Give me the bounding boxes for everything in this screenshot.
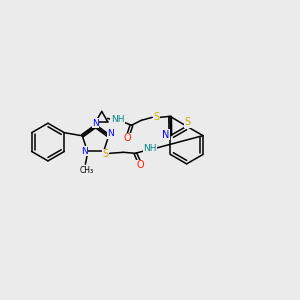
Text: O: O [136, 160, 144, 170]
Text: N: N [107, 129, 114, 138]
Text: S: S [103, 149, 109, 159]
Text: S: S [153, 112, 159, 122]
Text: NH: NH [143, 144, 157, 153]
Text: N: N [81, 147, 88, 156]
Text: O: O [124, 133, 131, 143]
Text: N: N [162, 130, 169, 140]
Text: N: N [92, 119, 99, 128]
Text: NH: NH [111, 115, 124, 124]
Text: S: S [184, 117, 191, 127]
Text: CH₃: CH₃ [79, 166, 93, 175]
